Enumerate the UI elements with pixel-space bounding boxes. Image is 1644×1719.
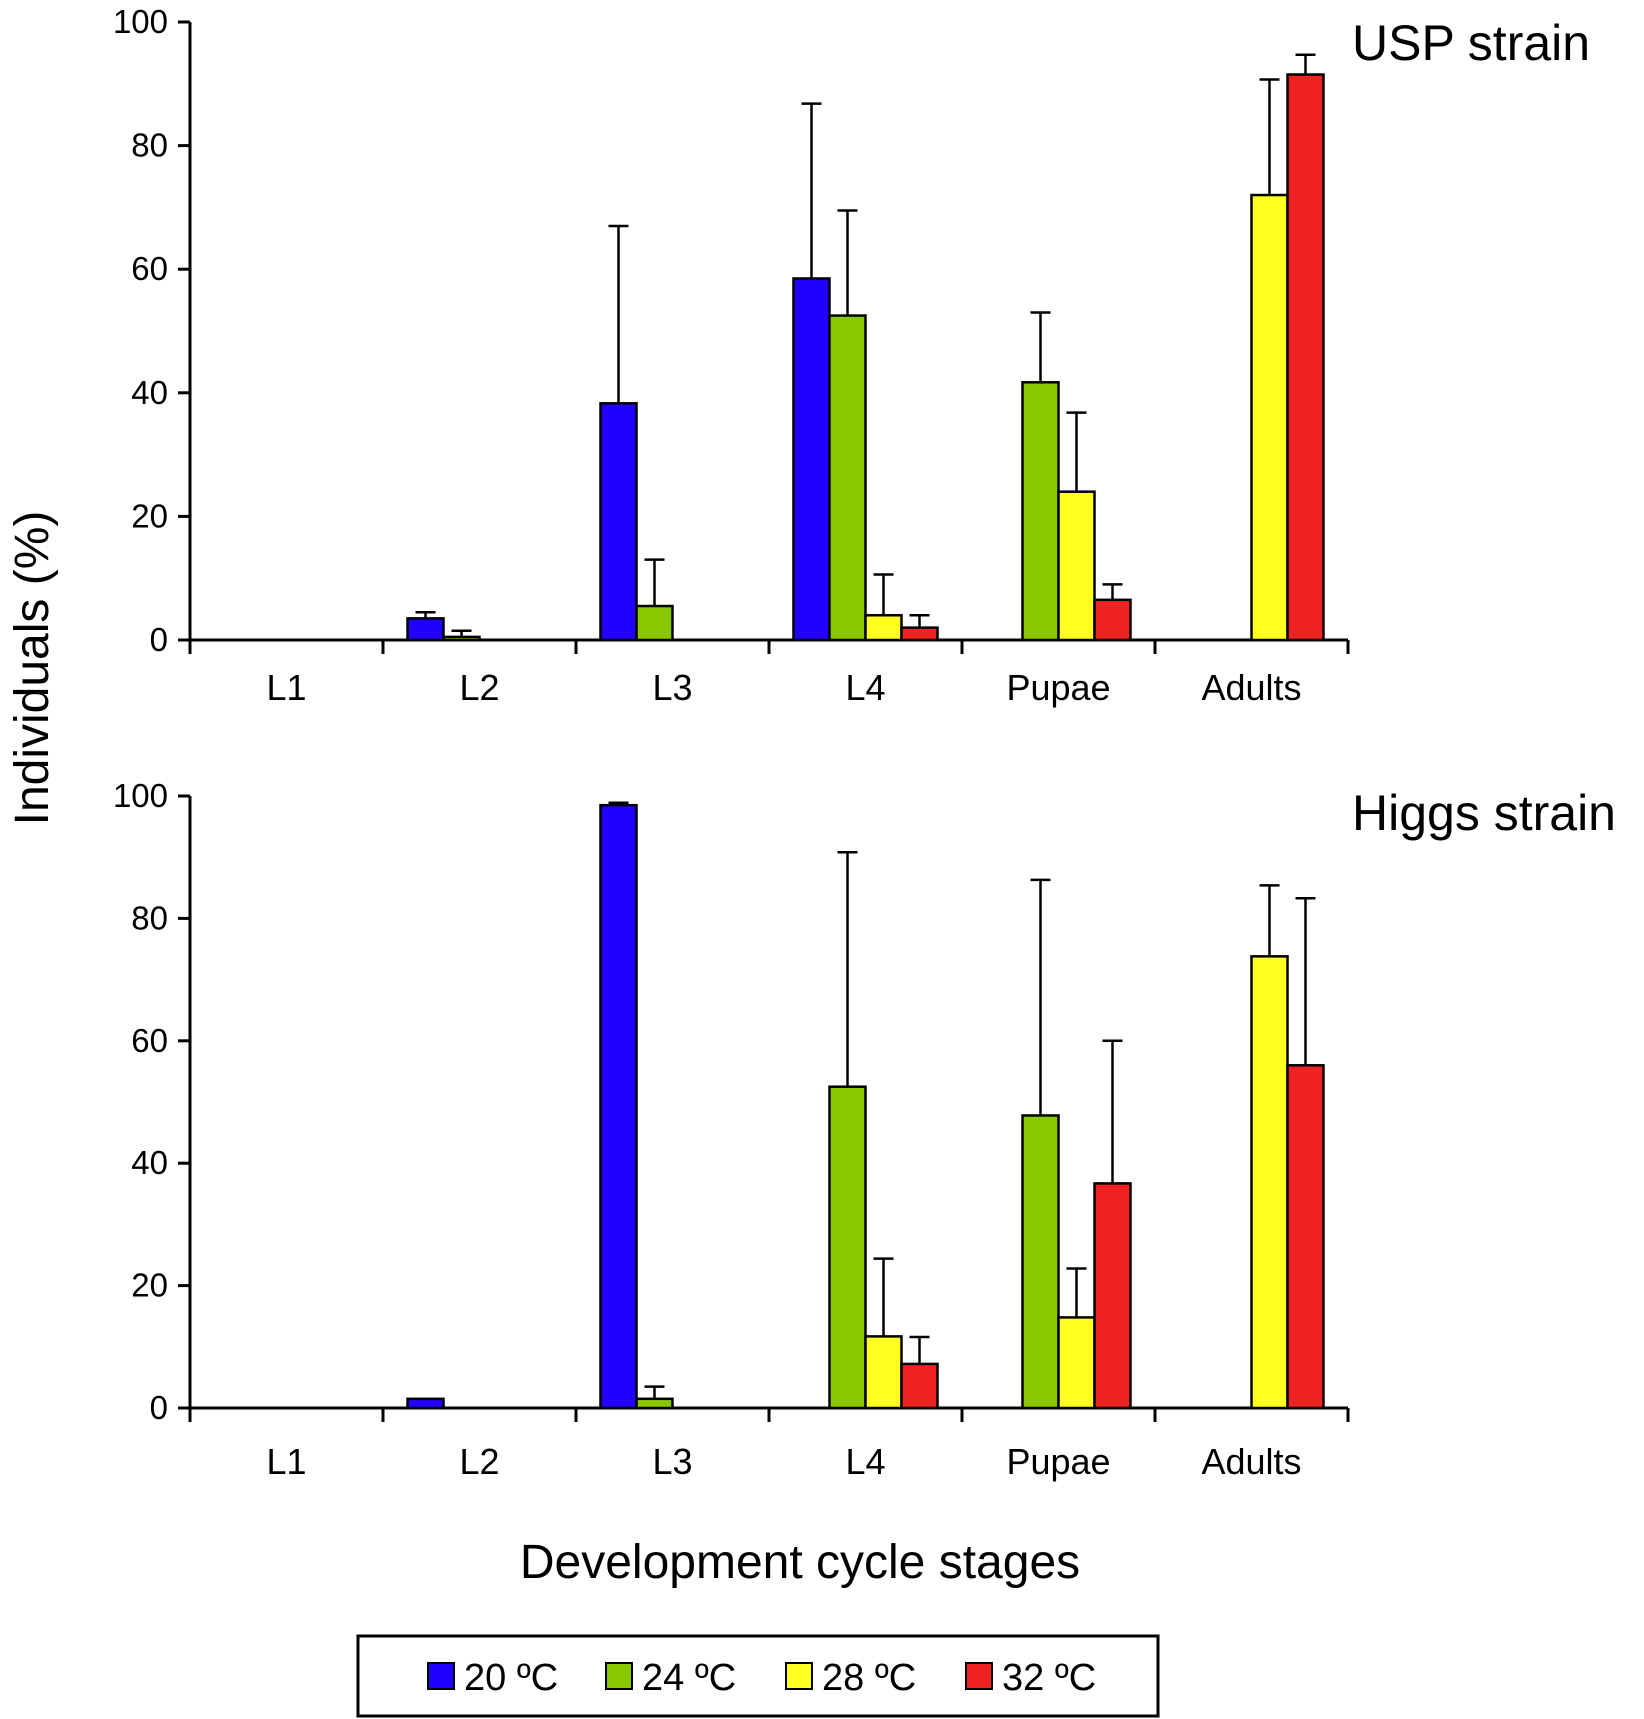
legend-swatch-28c [785, 1662, 813, 1690]
x-tick-label: L3 [652, 667, 692, 708]
bar [1057, 490, 1096, 642]
bar [1093, 1182, 1132, 1410]
y-tick-label: 0 [150, 621, 168, 658]
y-tick-label: 20 [131, 497, 168, 534]
bar [828, 1085, 867, 1410]
x-tick-label: L4 [845, 1441, 885, 1482]
panel-usp: 0 20 40 60 80 100 L1 L2 L3 L4 Pupae Adults USP strai… [113, 3, 1590, 708]
bar [1286, 1064, 1325, 1410]
y-tick-label: 80 [131, 127, 168, 164]
y-tick-label: 60 [131, 250, 168, 287]
panel-title: Higgs strain [1352, 785, 1616, 841]
x-tick-label: Pupae [1006, 1441, 1110, 1482]
bar [900, 1362, 939, 1410]
bar [1021, 1114, 1060, 1410]
panels-layer: 0 20 40 60 80 100 L1 L2 L3 L4 Pupae Adults USP strai… [113, 3, 1616, 1482]
x-axis-title: Development cycle stages [520, 1536, 1080, 1589]
y-tick-label: 40 [131, 374, 168, 411]
bar [442, 635, 481, 642]
bar [1057, 1316, 1096, 1410]
bar [635, 1397, 674, 1410]
y-tick-label: 100 [113, 3, 168, 40]
bar [599, 402, 638, 642]
bar [828, 314, 867, 642]
bar [900, 626, 939, 642]
bar [1093, 598, 1132, 642]
panel-title: USP strain [1352, 15, 1590, 71]
y-tick-label: 80 [131, 899, 168, 936]
y-tick-label: 100 [113, 777, 168, 814]
panel-higgs: 0 20 40 60 80 100 L1 L2 L3 L4 Pupae Adults Higgs str… [113, 777, 1616, 1482]
legend-label-24c: 24 ºC [642, 1657, 736, 1699]
legend-swatch-32c [965, 1662, 993, 1690]
bar [406, 617, 445, 642]
bar [792, 277, 831, 642]
x-tick-label: L1 [266, 1441, 306, 1482]
x-tick-label: Pupae [1006, 667, 1110, 708]
y-tick-label: 60 [131, 1022, 168, 1059]
bar [1250, 193, 1289, 642]
legend-box [356, 1634, 1160, 1718]
bar [599, 803, 638, 1410]
x-tick-label: L1 [266, 667, 306, 708]
x-tick-label: Adults [1201, 667, 1301, 708]
legend-label-20c: 20 ºC [464, 1657, 558, 1699]
y-axis-title: Individuals (%) [6, 511, 59, 826]
x-tick-label: L3 [652, 1441, 692, 1482]
y-tick-label: 0 [150, 1389, 168, 1426]
legend-swatch-24c [605, 1662, 633, 1690]
x-tick-label: Adults [1201, 1441, 1301, 1482]
bar [1250, 955, 1289, 1410]
bar [864, 1335, 903, 1410]
bar [1021, 381, 1060, 642]
bar [1286, 73, 1325, 642]
legend-label-32c: 32 ºC [1002, 1657, 1096, 1699]
x-tick-label: L2 [459, 1441, 499, 1482]
legend-label-28c: 28 ºC [822, 1657, 916, 1699]
bar [406, 1397, 445, 1410]
y-tick-label: 20 [131, 1267, 168, 1304]
x-tick-label: L2 [459, 667, 499, 708]
x-tick-label: L4 [845, 667, 885, 708]
bar [635, 604, 674, 642]
bar [864, 614, 903, 642]
y-tick-label: 40 [131, 1144, 168, 1181]
legend-swatch-20c [427, 1662, 455, 1690]
legend: 20 ºC 24 ºC 28 ºC 32 ºC [356, 1634, 1160, 1718]
